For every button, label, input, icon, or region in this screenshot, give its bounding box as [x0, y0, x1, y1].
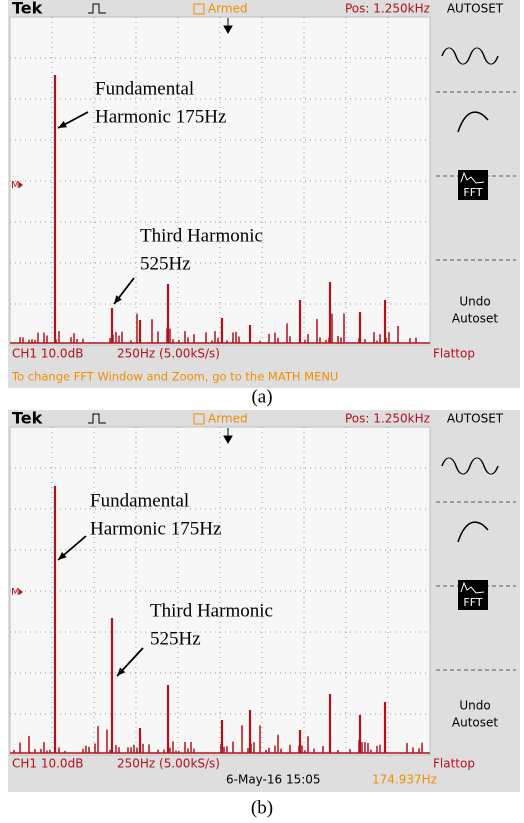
annotation-line: 525Hz: [150, 628, 201, 649]
window-readout: Flattop: [433, 347, 475, 361]
menu-button-line: Autoset: [452, 716, 498, 730]
figure: Tek Armed Pos: 1.250kHz AUTOSET FFT Undo Autos…: [0, 0, 524, 823]
annotation-line: Harmonic 175Hz: [90, 518, 221, 539]
position-readout: Pos: 1.250kHz: [345, 412, 430, 426]
timebase-readout: 250Hz (5.00kS/s): [117, 757, 220, 771]
annotation-line: Harmonic 175Hz: [95, 106, 226, 127]
math-marker: M: [11, 180, 20, 191]
window-readout: Flattop: [433, 757, 475, 771]
position-readout: Pos: 1.250kHz: [345, 2, 430, 16]
menu-title: AUTOSET: [447, 2, 504, 16]
math-marker: M: [11, 587, 20, 598]
caption: (b): [251, 797, 273, 818]
fft-icon-label: FFT: [463, 596, 482, 609]
scope-screenshot: Tek Armed Pos: 1.250kHz AUTOSET FFT Undo Autos…: [8, 0, 520, 388]
message: To change FFT Window and Zoom, go to the…: [11, 370, 338, 384]
timebase-readout: 250Hz (5.00kS/s): [117, 347, 220, 361]
menu-button-line: Autoset: [452, 312, 498, 326]
page: {"panels": [ {"caption": "(a)", "header"…: [0, 0, 524, 823]
annotation-line: 525Hz: [140, 253, 191, 274]
annotation-line: Fundamental: [90, 490, 189, 511]
brand: Tek: [12, 0, 43, 18]
date-readout: 6-May-16 15:05: [226, 773, 321, 787]
trigger-status: Armed: [208, 412, 248, 426]
menu-button-line: Undo: [459, 295, 490, 309]
caption: (a): [251, 386, 272, 407]
annotation-line: Third Harmonic: [140, 225, 263, 246]
frequency-readout: 174.937Hz: [372, 773, 437, 787]
brand: Tek: [12, 409, 43, 428]
channel-readout: CH1 10.0dB: [12, 347, 83, 361]
channel-readout: CH1 10.0dB: [12, 757, 83, 771]
scope-screenshot: Tek Armed Pos: 1.250kHz AUTOSET FFT Undo Autos…: [8, 409, 520, 793]
fft-icon-label: FFT: [463, 186, 482, 199]
annotation-line: Fundamental: [95, 78, 194, 99]
menu-title: AUTOSET: [447, 412, 504, 426]
menu-button-line: Undo: [459, 699, 490, 713]
annotation-line: Third Harmonic: [150, 600, 273, 621]
trigger-status: Armed: [208, 2, 248, 16]
